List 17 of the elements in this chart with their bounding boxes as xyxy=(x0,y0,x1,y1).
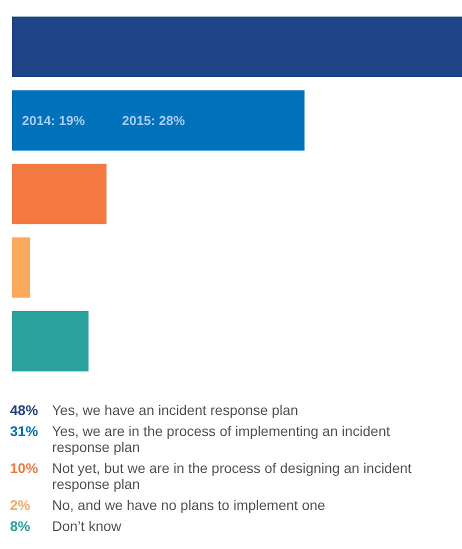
text: Don’t know xyxy=(52,518,122,534)
annotation: 2014: 19% xyxy=(22,112,86,128)
text: Not yet, but we are in the process of designing an incident response plan xyxy=(52,460,413,492)
bar xyxy=(12,164,106,224)
bar xyxy=(12,16,462,77)
text: No, and we have no plans to implement one xyxy=(52,497,326,513)
text: 48% xyxy=(10,402,40,418)
bar xyxy=(12,237,30,298)
text: Yes, we have an incident response plan xyxy=(52,402,298,418)
text: 8% xyxy=(10,518,32,534)
bar xyxy=(12,90,304,151)
text: 10% xyxy=(10,460,40,478)
text: 2% xyxy=(10,497,32,513)
bar xyxy=(12,311,88,372)
text: 31% xyxy=(10,423,40,441)
annotation: 2015: 28% xyxy=(122,112,186,128)
text: Yes, we are in the process of implementing an incident response plan xyxy=(52,423,392,455)
